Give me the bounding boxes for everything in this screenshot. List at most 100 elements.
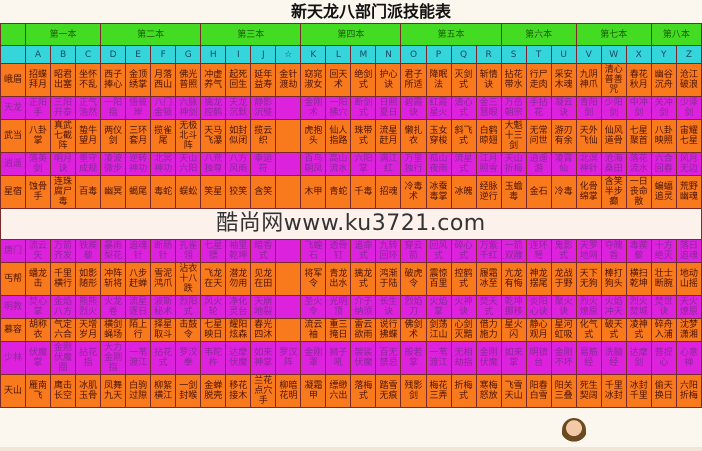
skill-cell: 正阳手	[24, 96, 52, 120]
skill-cell: 沾衣十八跌	[175, 262, 202, 296]
skill-cell: 火焰掌	[425, 295, 452, 319]
skill-cell: 连环弩	[525, 239, 552, 263]
skill-cell: 佛剑术	[400, 318, 427, 342]
skill-cell: 蚀骨手	[24, 175, 52, 209]
skill-cell: 明月诀	[50, 152, 77, 176]
skill-cell: 九阴神爪	[575, 63, 602, 97]
skill-cell: 拈花带水	[500, 63, 527, 97]
skill-cell: 心意禅	[675, 341, 702, 375]
skill-cell: 胡称衣	[24, 318, 52, 342]
skill-cell: 少泽剑	[675, 96, 702, 120]
skill-cell: 介子纳须	[350, 295, 377, 319]
skill-cell: 无相劫指	[450, 341, 477, 375]
skill-cell: 龙战于野	[550, 262, 577, 296]
skill-cell: 北冥神功	[150, 152, 177, 176]
skill-cell: 暗香式	[250, 239, 277, 263]
skill-cell: 伏魔掌	[24, 341, 52, 375]
skill-cell: 千毒	[350, 175, 377, 209]
skill-cell: 含笑	[250, 175, 277, 209]
skill-cell: 斜飞式	[450, 119, 477, 153]
skill-cell: 光明顶	[325, 295, 352, 319]
skill-cell: 七星镖	[200, 239, 227, 263]
skill-cell: 中冲剑	[625, 96, 652, 120]
skill-cell: 说行拂蝶	[375, 318, 402, 342]
skill-cell: 凤舞九天	[100, 374, 127, 408]
skill-cell: 折梅式	[450, 374, 477, 408]
skill-cell: 般若掌	[400, 341, 427, 375]
skill-cell: 一阳指	[100, 96, 127, 120]
skill-cell: 壮士断腕	[650, 262, 677, 296]
skill-cell: 如来神掌	[250, 341, 277, 375]
skill-cell: 逍遥游	[525, 152, 552, 176]
skill-cell: 灭剑式	[450, 63, 477, 97]
skill-cell	[275, 318, 302, 342]
skill-cell: 百鸟朝凤	[300, 152, 327, 176]
skill-cell: 星河虹吸	[550, 318, 577, 342]
skill-cell: 冰魄	[450, 175, 477, 209]
skill-cell: 袖里乾坤	[225, 239, 252, 263]
skill-cell: 金刚伏魔圈	[50, 341, 77, 375]
column-letter: H	[200, 45, 227, 64]
corner-cell	[0, 45, 26, 64]
skill-cell: 洗髓经	[600, 341, 627, 375]
skill-cell: 擒龙式	[350, 262, 377, 296]
skill-cell: 铁蒺藜	[75, 239, 102, 263]
skill-cell: 风月无边	[675, 152, 702, 176]
skill-cell: 真武七截阵	[50, 119, 77, 153]
skill-cell	[275, 295, 302, 319]
skill-cell: 八方风雨	[225, 152, 252, 176]
skill-cell: 柳暗花明	[275, 374, 302, 408]
skill-cell: 落日追魂	[675, 239, 702, 263]
skill-cell: 高山流水	[325, 152, 352, 176]
sect-row: 天龙 正阳手 三阳开泰 正气浩然 一阳指 悟彼岸 八门金锁 六脉神剑 擒龙控鹤 天龙沉默 静影沉璧金…	[0, 96, 702, 120]
skill-cell: 西子捧心	[100, 63, 127, 97]
skill-cell: 化骨绵掌	[575, 175, 602, 209]
skill-cell: 击鼓令	[175, 318, 202, 342]
skill-cell: 夺魄香	[600, 239, 627, 263]
skill-cell: 金刚伏魔	[475, 341, 502, 375]
skill-cell: 飞蝗石	[300, 239, 327, 263]
column-letter: K	[300, 45, 327, 64]
skill-cell: 焚世诀	[650, 295, 677, 319]
skill-cell: 狮子吼	[325, 341, 352, 375]
skill-cell: 三环套月	[125, 119, 152, 153]
skill-cell: 千里横行	[50, 262, 77, 296]
skill-cell: 火龙卷	[100, 295, 127, 319]
skill-cell: 正气浩然	[75, 96, 102, 120]
skill-cell: 雷云欲雨	[350, 318, 377, 342]
skill-cell: 借力施力	[475, 318, 502, 342]
skill-cell: 悟彼岸	[125, 96, 152, 120]
skill-cell: 长生诀	[375, 295, 402, 319]
column-letter: B	[50, 45, 77, 64]
skill-cell: 天外飞仙	[575, 119, 602, 153]
skill-cell: 兰花点穴手	[250, 374, 277, 408]
skill-cell: 大力金刚指	[100, 341, 127, 375]
skill-cell: 少阳剑	[600, 96, 627, 120]
column-letter: J	[250, 45, 277, 64]
skill-cell: 六阳掌	[350, 152, 377, 176]
skill-cell: 死生契阔	[575, 374, 602, 408]
skill-cell: 笑星	[200, 175, 227, 209]
skill-cell: 凌神式	[625, 318, 652, 342]
column-letter: L	[325, 45, 352, 64]
skill-cell: 雪泥鸿爪	[150, 262, 177, 296]
skill-cell: 无极北斗阵	[175, 119, 202, 153]
skill-cell: 星火闪	[500, 318, 527, 342]
skill-cell: 聚火诀	[550, 295, 577, 319]
skill-cell: 踏雪无痕	[375, 374, 402, 408]
skill-cell: 蝎尾	[125, 175, 152, 209]
column-letter: ☆	[275, 45, 302, 64]
skill-cell: 烈焰刀	[400, 295, 427, 319]
skill-cell: 万紫千红	[475, 239, 502, 263]
column-letter: U	[550, 45, 577, 64]
sect-label: 天山	[0, 374, 26, 408]
skill-cell: 冲虚养气	[200, 63, 227, 97]
skill-cell: 焚心掌	[24, 295, 52, 319]
skill-cell: 碎舟入浦	[650, 318, 677, 342]
skill-cell: 清心普善咒	[600, 63, 627, 97]
skill-cell: 金针渡劫	[275, 63, 302, 97]
skill-cell: 招蝶拜月	[24, 63, 52, 97]
skill-cell: 毒蛇	[150, 175, 177, 209]
skill-cell: 袈裟伏魔	[350, 341, 377, 375]
watermark-text: 酷尚网www.ku3721.com	[0, 208, 702, 240]
